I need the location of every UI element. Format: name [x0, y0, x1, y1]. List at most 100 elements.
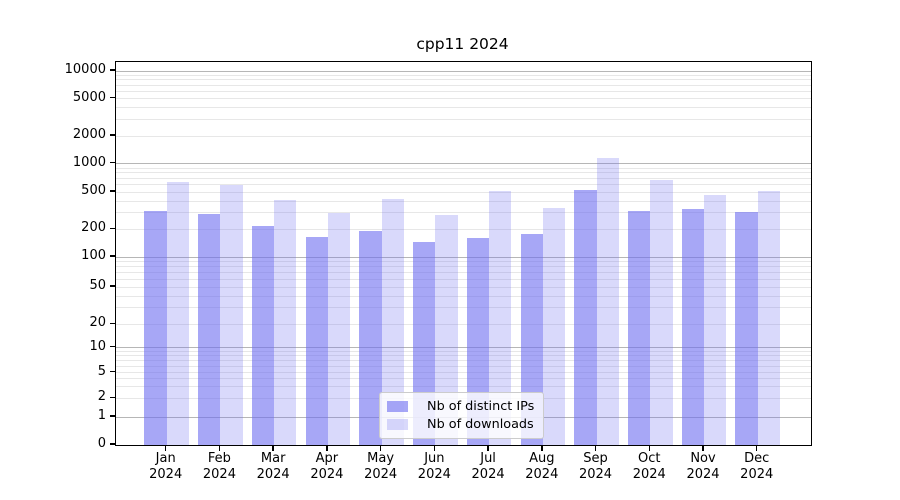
- minor-gridline: [116, 323, 811, 325]
- minor-gridline: [116, 118, 811, 120]
- x-tick-label: Aug 2024: [525, 451, 559, 482]
- bar-distinct-ips: [359, 231, 382, 445]
- minor-gridline: [116, 378, 811, 380]
- minor-gridline: [116, 266, 811, 268]
- minor-gridline: [116, 172, 811, 174]
- bar-downloads: [650, 180, 673, 445]
- y-tick-label: 2: [97, 389, 106, 405]
- minor-gridline: [116, 90, 811, 92]
- y-tick-mark: [109, 134, 115, 136]
- x-tick-label: Jul 2024: [471, 451, 505, 482]
- distinct-ips-swatch: [387, 401, 408, 412]
- legend: Nb of distinct IPs Nb of downloads: [379, 392, 545, 439]
- minor-gridline: [116, 365, 811, 367]
- minor-gridline: [116, 307, 811, 309]
- x-tick-label: Jun 2024: [417, 451, 451, 482]
- x-tick-mark: [433, 445, 436, 451]
- x-tick-mark: [594, 445, 597, 451]
- y-tick-label: 5000: [72, 89, 106, 105]
- bar-downloads: [381, 199, 404, 445]
- bar-downloads: [274, 200, 297, 445]
- downloads-swatch: [387, 419, 408, 430]
- x-tick-mark: [702, 445, 704, 451]
- minor-gridline: [116, 278, 811, 280]
- y-tick-mark: [109, 97, 115, 99]
- bar-distinct-ips: [681, 208, 704, 445]
- x-tick-mark: [756, 445, 758, 451]
- legend-item: Nb of downloads: [387, 417, 534, 432]
- bar-distinct-ips: [251, 226, 275, 445]
- bar-downloads: [220, 184, 243, 445]
- y-tick-label: 0: [97, 436, 106, 451]
- y-tick-mark: [109, 162, 115, 164]
- x-tick-label: Oct 2024: [632, 451, 666, 482]
- minor-gridline: [116, 295, 811, 297]
- y-tick-mark: [109, 255, 115, 257]
- y-tick-mark: [109, 443, 115, 445]
- y-tick-label: 100: [81, 248, 106, 263]
- x-tick-mark: [165, 445, 167, 451]
- y-tick-label: 10000: [64, 62, 106, 77]
- minor-gridline: [116, 74, 811, 76]
- bar-distinct-ips: [735, 212, 758, 445]
- bar-downloads: [489, 191, 512, 445]
- minor-gridline: [116, 351, 811, 352]
- legend-label: Nb of distinct IPs: [427, 399, 535, 414]
- y-tick-label: 2000: [72, 127, 106, 142]
- x-tick-label: Sep 2024: [578, 451, 613, 482]
- x-tick-mark: [218, 445, 221, 451]
- minor-gridline: [116, 200, 811, 202]
- y-tick-label: 10: [89, 338, 106, 354]
- bar-distinct-ips: [305, 236, 328, 445]
- y-tick-label: 50: [89, 278, 106, 293]
- y-tick-mark: [109, 396, 115, 398]
- bar-downloads: [757, 190, 781, 445]
- minor-gridline: [116, 360, 811, 362]
- y-tick-mark: [109, 285, 115, 287]
- major-gridline: [116, 163, 811, 165]
- x-tick-label: Mar 2024: [256, 451, 290, 482]
- x-tick-mark: [487, 445, 489, 451]
- y-tick-mark: [109, 69, 115, 71]
- bar-downloads: [166, 182, 189, 445]
- minor-gridline: [116, 98, 811, 100]
- y-tick-label: 20: [89, 315, 106, 331]
- y-tick-label: 200: [81, 220, 106, 236]
- x-tick-label: Jan 2024: [149, 451, 183, 482]
- bar-downloads: [327, 213, 351, 445]
- minor-gridline: [116, 261, 811, 263]
- minor-gridline: [116, 372, 811, 374]
- bar-downloads: [542, 208, 566, 445]
- major-gridline: [116, 256, 811, 258]
- x-tick-label: Nov 2024: [686, 451, 720, 482]
- y-tick-label: 1000: [72, 154, 106, 170]
- y-tick-mark: [109, 227, 115, 229]
- bar-downloads: [435, 214, 458, 445]
- minor-gridline: [116, 286, 811, 288]
- y-tick-mark: [109, 346, 115, 348]
- plot-area: Nb of distinct IPs Nb of downloads: [115, 61, 812, 446]
- minor-gridline: [116, 355, 811, 357]
- y-tick-label: 500: [81, 183, 106, 198]
- bar-distinct-ips: [574, 189, 597, 445]
- minor-gridline: [116, 228, 811, 230]
- bar-downloads: [704, 194, 727, 445]
- minor-gridline: [116, 386, 811, 388]
- minor-gridline: [116, 177, 811, 179]
- y-tick-mark: [109, 415, 115, 417]
- legend-item: Nb of distinct IPs: [387, 399, 534, 414]
- x-tick-label: Dec 2024: [740, 451, 774, 482]
- minor-gridline: [116, 79, 811, 81]
- minor-gridline: [116, 184, 811, 186]
- minor-gridline: [116, 135, 811, 137]
- x-tick-mark: [326, 445, 328, 451]
- bar-distinct-ips: [627, 211, 651, 445]
- minor-gridline: [116, 212, 811, 214]
- bar-distinct-ips: [198, 214, 221, 445]
- bar-downloads: [596, 158, 619, 445]
- y-tick-mark: [109, 190, 115, 192]
- x-tick-label: Feb 2024: [202, 451, 236, 482]
- major-gridline: [116, 70, 811, 72]
- minor-gridline: [116, 167, 811, 169]
